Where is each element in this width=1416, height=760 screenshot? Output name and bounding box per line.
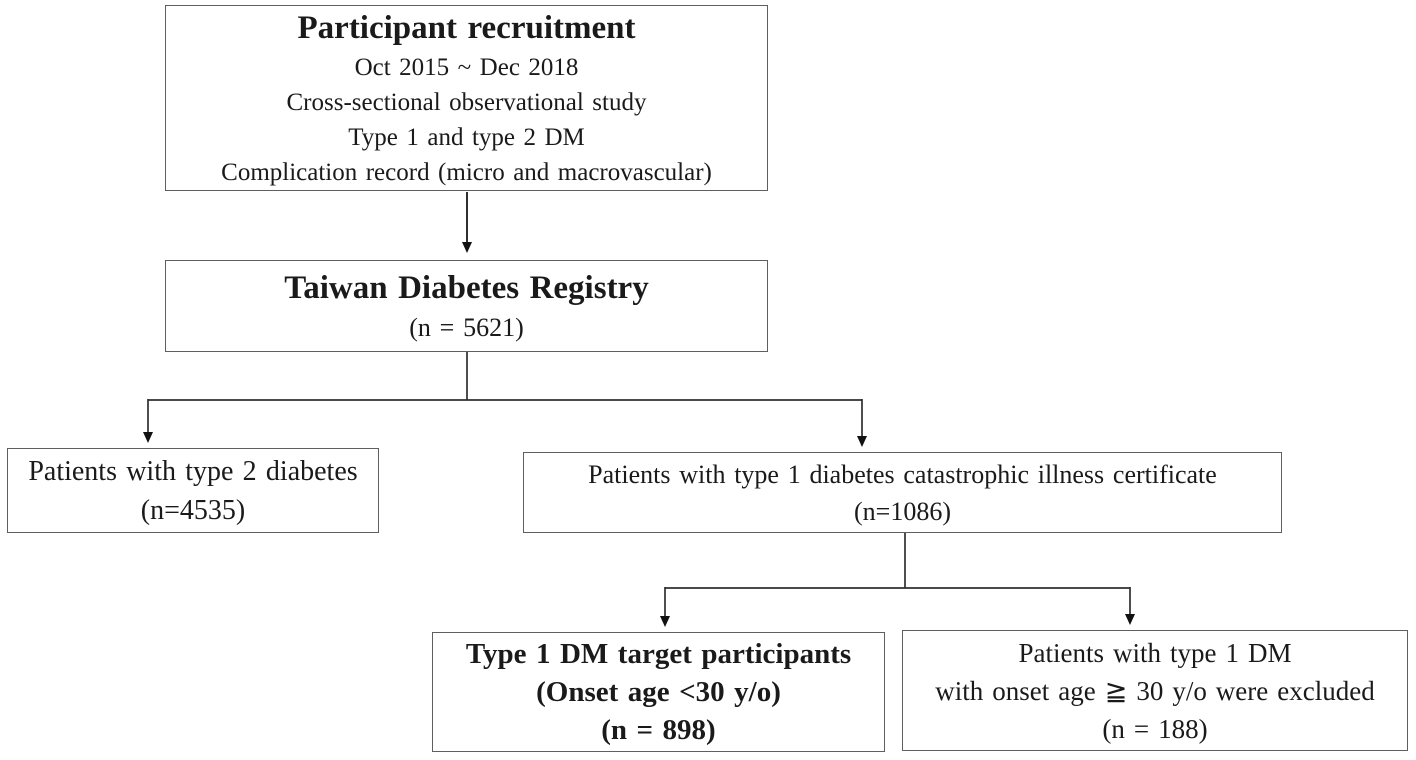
type2-label: Patients with type 2 diabetes (28, 455, 358, 487)
recruitment-complication-record: Complication record (micro and macrovasc… (221, 159, 712, 186)
excluded-criteria: with onset age ≧ 30 y/o were excluded (935, 675, 1375, 706)
box-type1-excluded: Patients with type 1 DM with onset age ≧… (902, 630, 1408, 751)
box-taiwan-diabetes-registry: Taiwan Diabetes Registry (n = 5621) (165, 260, 768, 352)
recruitment-period: Oct 2015 ~ Dec 2018 (354, 54, 579, 81)
target-n: (n = 898) (601, 714, 716, 746)
registry-title: Taiwan Diabetes Registry (284, 270, 649, 306)
box-type1-target-participants: Type 1 DM target participants (Onset age… (432, 632, 885, 752)
box-type2-diabetes: Patients with type 2 diabetes (n=4535) (7, 448, 379, 533)
type1-certificate-label: Patients with type 1 diabetes catastroph… (588, 459, 1217, 489)
target-label: Type 1 DM target participants (465, 638, 852, 670)
excluded-n: (n = 188) (1102, 713, 1208, 744)
recruitment-study-type: Cross-sectional observational study (286, 89, 647, 116)
registry-n: (n = 5621) (409, 313, 524, 342)
excluded-label: Patients with type 1 DM (1018, 637, 1292, 668)
box-type1-certificate: Patients with type 1 diabetes catastroph… (523, 452, 1282, 533)
type1-certificate-n: (n=1086) (854, 496, 951, 526)
type2-n: (n=4535) (140, 494, 246, 526)
target-onset-age: (Onset age <30 y/o) (536, 676, 781, 708)
box-participant-recruitment: Participant recruitment Oct 2015 ~ Dec 2… (165, 5, 768, 191)
recruitment-dm-types: Type 1 and type 2 DM (348, 124, 585, 151)
recruitment-title: Participant recruitment (297, 10, 636, 46)
